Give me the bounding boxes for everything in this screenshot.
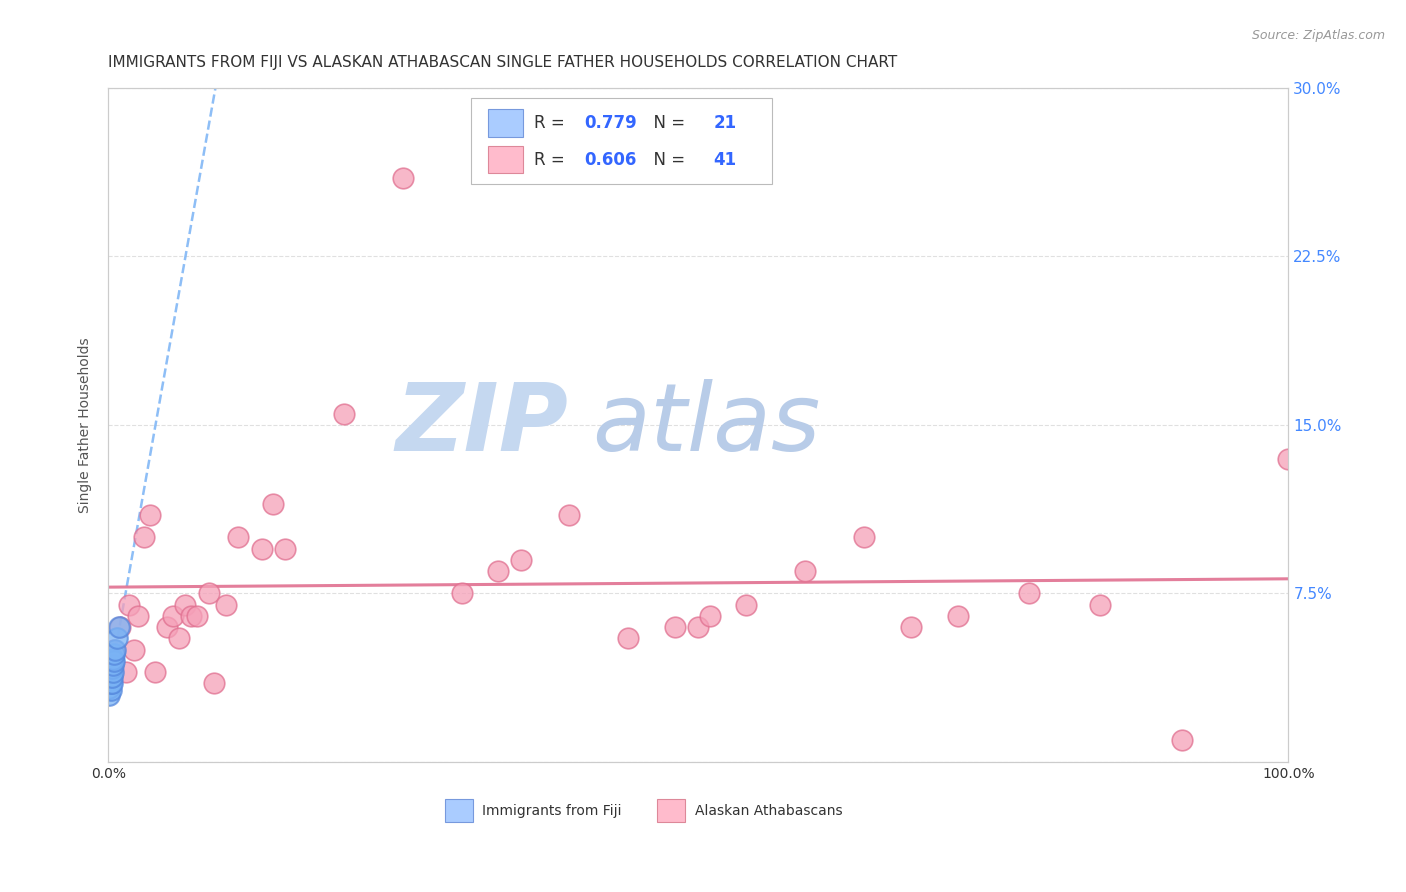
Point <box>1088 598 1111 612</box>
Bar <box>444 798 472 822</box>
Point <box>688 620 710 634</box>
Point <box>852 530 875 544</box>
Point <box>108 620 131 634</box>
Point <box>97 670 120 684</box>
Point <box>699 609 721 624</box>
Point <box>98 688 121 702</box>
Point <box>98 665 121 680</box>
Point <box>100 676 122 690</box>
Point <box>1018 586 1040 600</box>
Point <box>101 670 124 684</box>
Point <box>510 553 533 567</box>
FancyBboxPatch shape <box>471 98 772 185</box>
Point <box>98 674 121 689</box>
Point <box>103 654 125 668</box>
Point <box>557 508 579 522</box>
Point <box>104 642 127 657</box>
Text: Immigrants from Fiji: Immigrants from Fiji <box>482 804 621 818</box>
Point <box>156 620 179 634</box>
Point <box>197 586 219 600</box>
Point <box>98 670 121 684</box>
Point <box>103 647 125 661</box>
Bar <box>488 109 523 136</box>
Point <box>98 681 121 695</box>
Point <box>174 598 197 612</box>
Text: R =: R = <box>534 151 571 169</box>
Point <box>250 541 273 556</box>
Point <box>101 676 124 690</box>
Point <box>100 670 122 684</box>
Text: 0.606: 0.606 <box>583 151 637 169</box>
Point <box>263 497 285 511</box>
Point <box>127 609 149 624</box>
Point <box>108 620 131 634</box>
Bar <box>488 145 523 173</box>
Point <box>115 665 138 680</box>
Point <box>451 586 474 600</box>
Text: Source: ZipAtlas.com: Source: ZipAtlas.com <box>1251 29 1385 42</box>
Point <box>215 598 238 612</box>
Point <box>100 665 122 680</box>
Text: atlas: atlas <box>592 379 820 470</box>
Point <box>616 632 638 646</box>
Point <box>946 609 969 624</box>
Text: N =: N = <box>643 114 690 132</box>
Point <box>226 530 249 544</box>
Point <box>734 598 756 612</box>
Y-axis label: Single Father Households: Single Father Households <box>79 337 93 513</box>
Text: ZIP: ZIP <box>395 379 568 471</box>
Point <box>900 620 922 634</box>
Point <box>274 541 297 556</box>
Text: 0.779: 0.779 <box>583 114 637 132</box>
Point <box>132 530 155 544</box>
Point <box>101 651 124 665</box>
Text: 21: 21 <box>714 114 737 132</box>
Point <box>118 598 141 612</box>
Point <box>101 660 124 674</box>
Point <box>122 642 145 657</box>
Point <box>333 407 356 421</box>
Text: IMMIGRANTS FROM FIJI VS ALASKAN ATHABASCAN SINGLE FATHER HOUSEHOLDS CORRELATION : IMMIGRANTS FROM FIJI VS ALASKAN ATHABASC… <box>108 55 897 70</box>
Point <box>186 609 208 624</box>
Point <box>486 564 509 578</box>
Point <box>101 658 124 673</box>
Point <box>664 620 686 634</box>
Text: N =: N = <box>643 151 690 169</box>
Point <box>1277 451 1299 466</box>
Point <box>180 609 202 624</box>
Point <box>204 676 226 690</box>
Point <box>162 609 184 624</box>
Point <box>138 508 160 522</box>
Bar <box>657 798 685 822</box>
Point <box>103 642 125 657</box>
Point <box>392 170 415 185</box>
Point <box>105 632 128 646</box>
Text: 41: 41 <box>714 151 737 169</box>
Point <box>793 564 815 578</box>
Text: Alaskan Athabascans: Alaskan Athabascans <box>695 804 842 818</box>
Point <box>100 683 122 698</box>
Point <box>167 632 190 646</box>
Point <box>145 665 167 680</box>
Point <box>101 665 124 680</box>
Text: R =: R = <box>534 114 571 132</box>
Point <box>1171 732 1194 747</box>
